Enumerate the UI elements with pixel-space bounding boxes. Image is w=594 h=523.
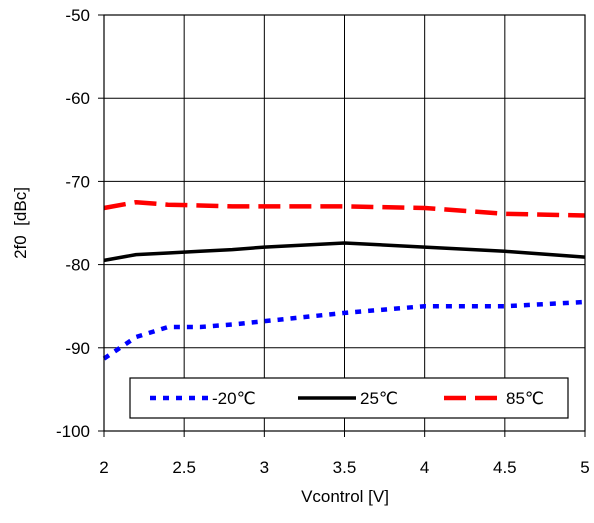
y-tick-label: -70 <box>65 172 90 191</box>
x-tick-label: 4.5 <box>493 458 517 477</box>
x-tick-label: 2.5 <box>172 458 196 477</box>
y-tick-label: -90 <box>65 339 90 358</box>
y-tick-label: -60 <box>65 89 90 108</box>
series-group <box>102 199 586 361</box>
y-tick-label: -50 <box>65 6 90 25</box>
legend: -20℃ 25℃ 85℃ <box>129 377 569 419</box>
x-tick-label: 5 <box>580 458 589 477</box>
legend-label-3: 85℃ <box>506 389 544 408</box>
series-line-1 <box>102 299 586 361</box>
legend-label-2: 25℃ <box>360 389 398 408</box>
series-line-3 <box>103 199 586 218</box>
y-tick-label: -100 <box>56 422 90 441</box>
x-tick-label: 3 <box>260 458 269 477</box>
y-tick-label: -80 <box>65 256 90 275</box>
legend-label-1: -20℃ <box>212 389 256 408</box>
x-tick-label: 4 <box>420 458 429 477</box>
x-tick-label: 3.5 <box>333 458 357 477</box>
series-line-2 <box>103 241 586 263</box>
y-axis-label: 2f0 [dBc] <box>11 187 30 259</box>
x-tick-label: 2 <box>99 458 108 477</box>
x-axis-label: Vcontrol [V] <box>301 487 389 506</box>
axis-ticks: 2 2.5 3 3.5 4 4.5 5 -100 -90 -80 -70 -60 -50 <box>56 6 590 477</box>
